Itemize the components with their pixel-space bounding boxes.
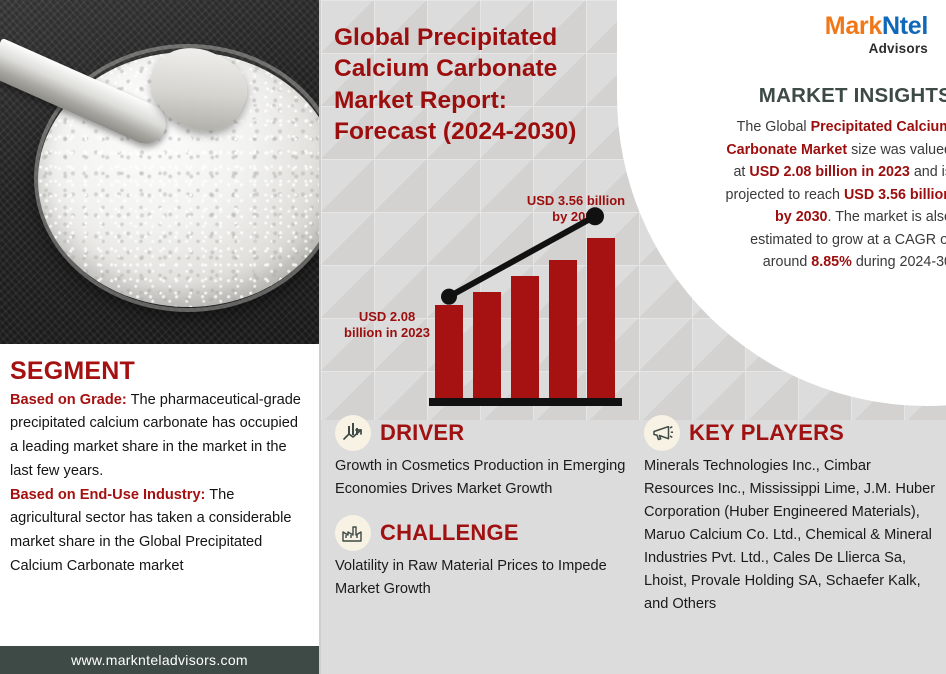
key-players-body: Minerals Technologies Inc., Cimbar Resou… (644, 458, 936, 613)
segment-item-enduse: Based on End-Use Industry: The agricultu… (10, 484, 305, 579)
challenge-heading: CHALLENGE (380, 520, 519, 546)
website-url[interactable]: www.marknteladvisors.com (71, 652, 248, 668)
insights-text-4: . The market is also estimated to grow a… (750, 209, 946, 271)
key-players-heading: KEY PLAYERS (689, 420, 845, 445)
factory-icon (335, 515, 371, 552)
segment-item-enduse-label: Based on End-Use Industry: (10, 486, 206, 503)
insights-text-1: The Global (736, 119, 811, 135)
insights-bold-value-2023: USD 2.08 billion in 2023 (749, 164, 910, 181)
market-insights-section: MARKET INSIGHTS The Global Precipitated … (714, 84, 946, 274)
market-insights-body: The Global Precipitated Calcium Carbonat… (714, 116, 946, 274)
chart-bar (435, 304, 463, 398)
key-players-header: KEY PLAYERS (644, 415, 936, 451)
challenge-header: CHALLENGE (335, 515, 635, 552)
insights-text-3: and is projected to reach (725, 164, 946, 203)
logo-mark-text: Mark (824, 12, 882, 40)
driver-body: Growth in Cosmetics Production in Emergi… (335, 458, 626, 498)
insights-bold-cagr: 8.85% (811, 254, 852, 271)
segment-item-grade-label: Based on Grade: (10, 391, 127, 408)
report-title-line-1: Global Precipitated (334, 24, 558, 51)
chart-bars (435, 223, 615, 398)
market-growth-bar-chart: USD 3.56 billion by 2030 USD 2.08 billio… (331, 185, 651, 420)
segment-heading: SEGMENT (10, 357, 136, 385)
segment-item-enduse-text: The agricultural sector has taken a cons… (10, 486, 292, 574)
driver-heading: DRIVER (380, 420, 465, 445)
company-logo[interactable]: MarkNtel Advisors (824, 12, 929, 56)
logo-wordmark: MarkNtel (824, 12, 929, 40)
key-players-column: KEY PLAYERS Minerals Technologies Inc., … (644, 415, 936, 626)
column-divider (319, 0, 321, 674)
footer-bar: www.marknteladvisors.com (0, 646, 319, 674)
chart-annotation-2030: USD 3.56 billion by 2030 (516, 193, 636, 226)
chart-bar (473, 292, 501, 398)
report-title: Global Precipitated Calcium Carbonate Ma… (334, 22, 654, 147)
insights-bold-market-name: Precipitated Calcium Carbonate Market (726, 119, 946, 158)
dish-rim (34, 44, 319, 312)
chart-annotation-2030-line1: USD 3.56 billion (526, 193, 626, 208)
chart-bar (511, 275, 539, 398)
chart-annotation-2023: USD 2.08 billion in 2023 (337, 309, 437, 342)
growth-chart-icon (335, 415, 371, 451)
segment-item-grade: Based on Grade: The pharmaceutical-grade… (10, 389, 305, 484)
insights-text-2: size was valued at (733, 141, 946, 181)
chart-baseline-axis (429, 398, 622, 406)
insights-bold-value-2030: USD 3.56 billion by 2030 (775, 186, 946, 226)
insights-text-5: during 2024-30 (851, 254, 946, 271)
left-column: SEGMENT Based on Grade: The pharmaceutic… (0, 0, 319, 674)
segment-section: SEGMENT Based on Grade: The pharmaceutic… (0, 344, 319, 644)
hero-product-photo (0, 0, 319, 344)
driver-challenge-column: DRIVER Growth in Cosmetics Production in… (335, 415, 635, 611)
chart-annotation-2023-line2: billion in 2023 (344, 325, 430, 341)
report-title-line-3: Market Report: (334, 86, 507, 114)
logo-ntel-text: Ntel (881, 12, 928, 40)
chart-annotation-2023-line1: USD 2.08 (358, 309, 416, 324)
main-panel: MarkNtel Advisors Global Precipitated Ca… (321, 0, 946, 674)
challenge-body: Volatility in Raw Material Prices to Imp… (335, 558, 607, 598)
megaphone-icon (644, 415, 680, 451)
report-title-line-2: Calcium Carbonate (334, 55, 558, 83)
chart-bar (587, 238, 615, 398)
logo-subtitle: Advisors (868, 41, 928, 56)
chart-bar (549, 259, 577, 398)
white-top-strip (617, 0, 946, 96)
segment-item-grade-text: The pharmaceutical-grade precipitated ca… (10, 391, 301, 479)
driver-header: DRIVER (335, 415, 635, 451)
market-insights-heading: MARKET INSIGHTS (758, 84, 946, 107)
report-title-line-4: Forecast (2024-2030) (334, 118, 577, 146)
